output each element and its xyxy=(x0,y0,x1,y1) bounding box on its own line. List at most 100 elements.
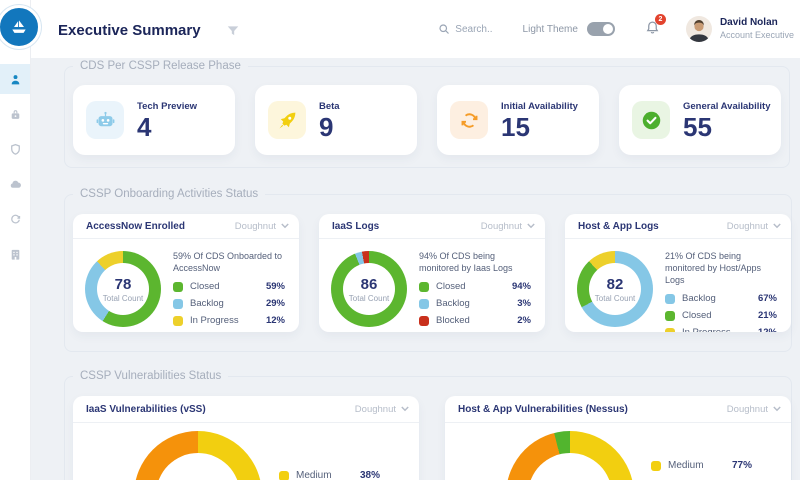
stat-label: Tech Preview xyxy=(137,100,198,112)
building-icon xyxy=(11,249,19,260)
card-header: Host & App Vulnerabilities (Nessus) Doug… xyxy=(445,396,791,423)
legend-label: Blocked xyxy=(436,315,470,327)
total-count-value: 82 xyxy=(606,275,624,293)
legend-percent: 94% xyxy=(511,281,531,293)
doughnut-chart xyxy=(134,431,262,480)
chart-type-label: Doughnut xyxy=(354,403,396,415)
legend-swatch xyxy=(419,315,429,326)
sidebar-item-organization[interactable] xyxy=(0,239,30,269)
doughnut-center xyxy=(156,453,240,480)
filter-icon xyxy=(227,26,239,36)
chart-type-select[interactable]: Doughnut xyxy=(727,221,781,232)
section-title: CDS Per CSSP Release Phase xyxy=(80,60,241,72)
legend-label: Closed xyxy=(190,281,220,293)
doughnut-center: 86 Total Count xyxy=(343,263,395,315)
legend-percent: 2% xyxy=(517,315,531,327)
card-body: Medium 38% xyxy=(73,423,419,480)
sidebar-nav xyxy=(0,64,30,274)
doughnut-center: 82 Total Count xyxy=(589,263,641,315)
notifications-button[interactable]: 2 xyxy=(645,14,666,39)
user-text: David Nolan Account Executive xyxy=(720,17,794,41)
card-title: AccessNow Enrolled xyxy=(86,220,185,232)
section-title: CSSP Onboarding Activities Status xyxy=(80,188,259,200)
chevron-down-icon xyxy=(773,223,781,229)
chart-type-select[interactable]: Doughnut xyxy=(481,221,535,232)
stat-card-tech-preview: Tech Preview 4 xyxy=(73,85,235,155)
total-count-label: Total Count xyxy=(348,293,390,303)
legend-swatch xyxy=(665,310,675,321)
sidebar-item-shield[interactable] xyxy=(0,134,30,164)
rocket-icon xyxy=(278,112,295,129)
stat-label: General Availability xyxy=(683,100,771,112)
legend-swatch xyxy=(173,281,183,292)
stat-value: 9 xyxy=(319,111,334,142)
doughnut-chart: 82 Total Count xyxy=(577,251,653,327)
card-header: AccessNow Enrolled Doughnut xyxy=(73,214,299,239)
app-logo[interactable] xyxy=(0,5,41,49)
user-menu[interactable]: David Nolan Account Executive xyxy=(685,16,794,42)
chart-info: 94% Of CDS being monitored by Iaas Logs … xyxy=(419,249,537,332)
card-title: Host & App Vulnerabilities (Nessus) xyxy=(458,403,628,415)
filter-button[interactable] xyxy=(226,24,240,43)
stat-card-general-availability: General Availability 55 xyxy=(619,85,781,155)
sidebar-item-users[interactable] xyxy=(0,64,30,94)
legend-percent: 12% xyxy=(758,327,783,332)
chart-type-select[interactable]: Doughnut xyxy=(235,221,289,232)
check-circle-icon xyxy=(642,111,660,129)
chart-card-host-app-logs: Host & App Logs Doughnut 82 Total Count xyxy=(565,214,791,332)
chart-type-label: Doughnut xyxy=(726,220,768,232)
chart-type-label: Doughnut xyxy=(234,220,276,232)
chart-card-iaas-vulnerabilities: IaaS Vulnerabilities (vSS) Doughnut Medi… xyxy=(73,396,419,480)
doughnut-chart xyxy=(506,431,634,480)
chevron-down-icon xyxy=(773,406,781,412)
chart-type-select[interactable]: Doughnut xyxy=(355,404,409,415)
notification-badge: 2 xyxy=(654,14,666,25)
chart-card-host-app-vulnerabilities: Host & App Vulnerabilities (Nessus) Doug… xyxy=(445,396,791,480)
legend-item: Backlog 29% xyxy=(173,298,291,309)
card-header: Host & App Logs Doughnut xyxy=(565,214,791,239)
card-header: IaaS Vulnerabilities (vSS) Doughnut xyxy=(73,396,419,423)
theme-control: Light Theme xyxy=(523,22,615,36)
chart-info: 21% Of CDS being monitored by Host/Apps … xyxy=(665,249,783,332)
chart-card-row: AccessNow Enrolled Doughnut 78 Total Cou… xyxy=(65,200,791,332)
stat-text: General Availability 55 xyxy=(683,101,770,140)
legend-percent: 38% xyxy=(360,470,381,480)
legend-label: In Progress xyxy=(190,315,239,327)
section-title: CSSP Vulnerabilities Status xyxy=(80,370,222,382)
header-actions: Search.. Light Theme 2 xyxy=(438,0,794,58)
card-body: 78 Total Count 59% Of CDS Onboarded to A… xyxy=(73,239,299,332)
search-input[interactable]: Search.. xyxy=(438,23,493,35)
legend-label: Medium xyxy=(668,460,704,471)
card-header: IaaS Logs Doughnut xyxy=(319,214,545,239)
chart-type-select[interactable]: Doughnut xyxy=(727,404,781,415)
chart-legend: Medium 38% xyxy=(279,470,386,480)
legend-item: Backlog 67% xyxy=(665,293,783,304)
legend-swatch xyxy=(665,327,675,332)
theme-toggle[interactable] xyxy=(586,22,615,36)
sidebar-item-sync[interactable] xyxy=(0,204,30,234)
legend-item: Medium 38% xyxy=(279,470,386,480)
legend-label: Medium xyxy=(296,470,332,480)
stat-value: 4 xyxy=(137,111,152,142)
stat-icon-box xyxy=(268,101,306,139)
theme-label: Light Theme xyxy=(522,23,578,35)
legend-item: Blocked 2% xyxy=(419,315,537,326)
legend-label: Closed xyxy=(436,281,466,293)
card-title: Host & App Logs xyxy=(578,220,659,232)
chart-type-label: Doughnut xyxy=(726,403,768,415)
section-release-phase: CDS Per CSSP Release Phase Tech Preview … xyxy=(64,60,790,168)
chevron-down-icon xyxy=(401,406,409,412)
shield-icon xyxy=(10,143,20,155)
legend-label: Backlog xyxy=(436,298,470,310)
chart-type-label: Doughnut xyxy=(480,220,522,232)
sidebar xyxy=(0,0,31,480)
sidebar-item-cloud[interactable] xyxy=(0,169,30,199)
stat-icon-box xyxy=(632,101,670,139)
legend-percent: 3% xyxy=(517,298,531,310)
legend-percent: 59% xyxy=(265,281,285,293)
sidebar-item-security[interactable] xyxy=(0,99,30,129)
stat-card-beta: Beta 9 xyxy=(255,85,417,155)
total-count-label: Total Count xyxy=(594,293,636,303)
legend-item: Backlog 3% xyxy=(419,298,537,309)
